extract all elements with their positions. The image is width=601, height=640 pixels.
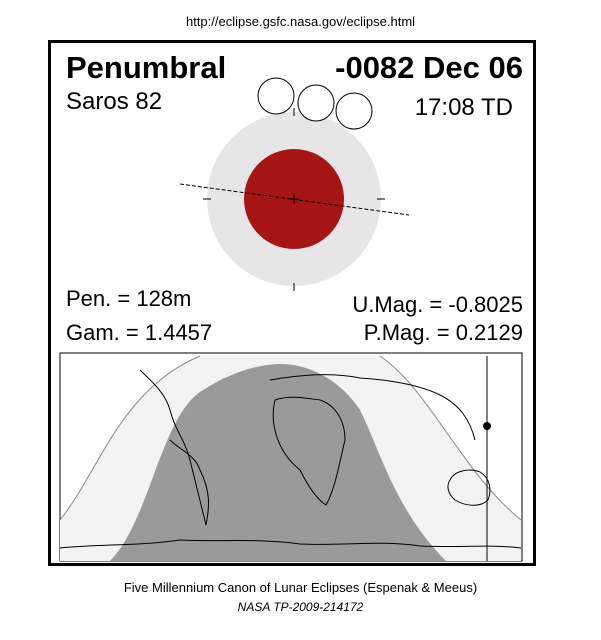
- source-url[interactable]: http://eclipse.gsfc.nasa.gov/eclipse.htm…: [185, 14, 416, 29]
- map-coastline-eurasia: [269, 374, 476, 441]
- penumbral-duration: Pen. = 128m: [66, 286, 192, 311]
- moon-greatest-eclipse: [297, 84, 335, 122]
- saros-number: Saros 82: [66, 88, 163, 115]
- map-coastline-africa: [272, 396, 346, 506]
- greatest-eclipse-point: [483, 422, 491, 430]
- world-map: [59, 352, 523, 562]
- moon-last-contact: [335, 92, 373, 130]
- map-coastline-australia: [447, 469, 491, 506]
- gamma-value: Gam. = 1.4457: [66, 320, 213, 345]
- eclipse-time: 17:08 TD: [414, 94, 513, 121]
- penumbral-magnitude: P.Mag. = 0.2129: [363, 320, 523, 345]
- map-visibility-zone: [110, 364, 446, 561]
- map-coastline-americas: [139, 369, 207, 526]
- moon-first-contact: [257, 77, 295, 115]
- canon-citation: Five Millennium Canon of Lunar Eclipses …: [123, 580, 478, 595]
- map-coastline-south: [59, 539, 522, 549]
- nasa-publication: NASA TP-2009-214172: [237, 600, 364, 614]
- eclipse-type: Penumbral: [66, 50, 227, 85]
- umbral-magnitude: U.Mag. = -0.8025: [352, 292, 523, 317]
- eclipse-date: -0082 Dec 06: [335, 50, 523, 85]
